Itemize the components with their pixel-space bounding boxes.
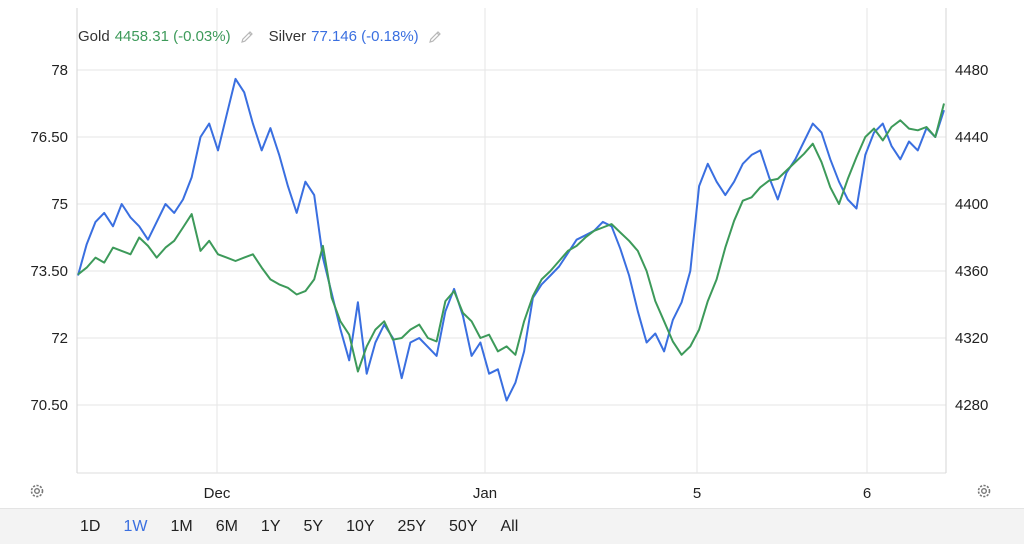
range-button-1w[interactable]: 1W: [113, 512, 157, 542]
gear-icon[interactable]: [975, 482, 993, 500]
legend-silver-value: 77.146 (-0.18%): [311, 28, 419, 45]
series-line-gold: [77, 103, 945, 373]
range-button-5y[interactable]: 5Y: [294, 512, 334, 542]
gear-icon[interactable]: [28, 482, 46, 500]
range-button-1d[interactable]: 1D: [70, 512, 110, 542]
right-tick-label: 4320: [955, 330, 988, 347]
chart-legend: Gold 4458.31 (-0.03%) Silver 77.146 (-0.…: [78, 28, 457, 45]
legend-silver-label: Silver: [268, 28, 307, 45]
left-tick-label: 73.50: [30, 263, 68, 280]
right-tick-label: 4280: [955, 397, 988, 414]
x-tick-label: 6: [863, 485, 871, 502]
pencil-icon[interactable]: [239, 29, 255, 45]
chart-area: 78 76.50 75 73.50 72 70.50 4480 4440 4400 4360 43…: [30, 8, 988, 502]
x-tick-label: Dec: [204, 485, 231, 502]
x-tick-label: Jan: [473, 485, 497, 502]
range-button-1m[interactable]: 1M: [160, 512, 202, 542]
pencil-icon[interactable]: [427, 29, 443, 45]
x-tick-label: 5: [693, 485, 701, 502]
left-tick-label: 70.50: [30, 397, 68, 414]
left-tick-label: 76.50: [30, 129, 68, 146]
left-tick-label: 72: [51, 330, 68, 347]
right-tick-label: 4480: [955, 62, 988, 79]
range-button-1y[interactable]: 1Y: [251, 512, 291, 542]
left-tick-label: 78: [51, 62, 68, 79]
right-tick-label: 4360: [955, 263, 988, 280]
right-tick-label: 4440: [955, 129, 988, 146]
right-tick-label: 4400: [955, 196, 988, 213]
range-button-25y[interactable]: 25Y: [388, 512, 436, 542]
legend-gold-label: Gold: [78, 28, 110, 45]
series-line-silver: [77, 77, 945, 402]
range-button-10y[interactable]: 10Y: [336, 512, 384, 542]
range-selector: 1D 1W 1M 6M 1Y 5Y 10Y 25Y 50Y All: [0, 508, 1024, 544]
range-button-6m[interactable]: 6M: [206, 512, 248, 542]
legend-gold-value: 4458.31 (-0.03%): [114, 28, 231, 45]
left-tick-label: 75: [51, 196, 68, 213]
range-button-50y[interactable]: 50Y: [439, 512, 487, 542]
price-chart: 78 76.50 75 73.50 72 70.50 4480 4440 4400 4360 43…: [30, 8, 988, 502]
range-button-all[interactable]: All: [490, 512, 528, 542]
